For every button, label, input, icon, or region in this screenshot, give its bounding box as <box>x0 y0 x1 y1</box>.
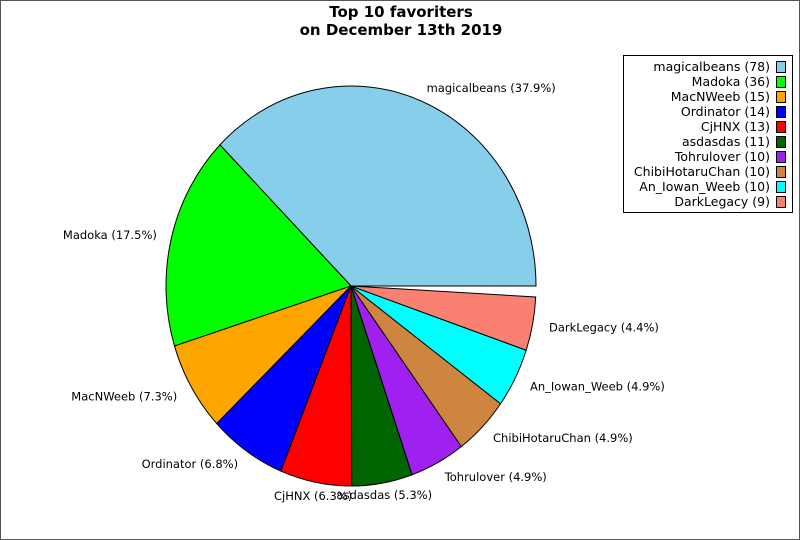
legend: magicalbeans (78) Madoka (36) MacNWeeb (15… <box>623 55 793 213</box>
legend-swatch <box>776 195 786 208</box>
legend-item: MacNWeeb (15) <box>624 89 792 104</box>
legend-swatch <box>776 150 786 163</box>
slice-label: Madoka (17.5%) <box>63 228 157 242</box>
legend-label: CjHNX (13) <box>700 119 770 134</box>
legend-label: DarkLegacy (9) <box>674 194 770 209</box>
slice-label: Tohrulover (4.9%) <box>444 470 547 484</box>
legend-item: DarkLegacy (9) <box>624 194 792 209</box>
legend-item: Madoka (36) <box>624 74 792 89</box>
legend-item: CjHNX (13) <box>624 119 792 134</box>
slice-label: DarkLegacy (4.4%) <box>549 320 659 334</box>
legend-swatch <box>776 120 786 133</box>
legend-swatch <box>776 60 786 73</box>
chart-title: Top 10 favoriters on December 13th 2019 <box>1 3 799 39</box>
legend-label: MacNWeeb (15) <box>670 89 770 104</box>
legend-item: asdasdas (11) <box>624 134 792 149</box>
legend-swatch <box>776 135 786 148</box>
legend-item: Tohrulover (10) <box>624 149 792 164</box>
chart-title-line-2: on December 13th 2019 <box>299 21 503 39</box>
chart-title-line-1: Top 10 favoriters <box>329 3 473 21</box>
legend-swatch <box>776 165 786 178</box>
legend-label: An_Iowan_Weeb (10) <box>639 179 770 194</box>
legend-label: asdasdas (11) <box>681 134 770 149</box>
legend-item: Ordinator (14) <box>624 104 792 119</box>
legend-item: magicalbeans (78) <box>624 59 792 74</box>
slice-label: CjHNX (6.3%) <box>274 489 352 503</box>
legend-item: ChibiHotaruChan (10) <box>624 164 792 179</box>
legend-label: ChibiHotaruChan (10) <box>633 164 770 179</box>
legend-swatch <box>776 105 786 118</box>
legend-item: An_Iowan_Weeb (10) <box>624 179 792 194</box>
pie-slice-madoka <box>165 144 352 347</box>
slice-label: An_Iowan_Weeb (4.9%) <box>530 379 665 393</box>
legend-swatch <box>776 180 786 193</box>
slice-label: ChibiHotaruChan (4.9%) <box>493 431 633 445</box>
legend-label: magicalbeans (78) <box>653 59 770 74</box>
slice-label: asdasdas (5.3%) <box>337 488 433 502</box>
slice-label: Ordinator (6.8%) <box>142 457 239 471</box>
pie-slice-darklegacy <box>350 285 537 351</box>
slice-label: MacNWeeb (7.3%) <box>71 390 177 404</box>
legend-swatch <box>776 75 786 88</box>
legend-label: Ordinator (14) <box>680 104 770 119</box>
pie-slice-magicalbeans <box>219 85 537 287</box>
legend-label: Madoka (36) <box>691 74 770 89</box>
legend-label: Tohrulover (10) <box>674 149 770 164</box>
legend-swatch <box>776 90 786 103</box>
slice-label: magicalbeans (37.9%) <box>427 81 556 95</box>
